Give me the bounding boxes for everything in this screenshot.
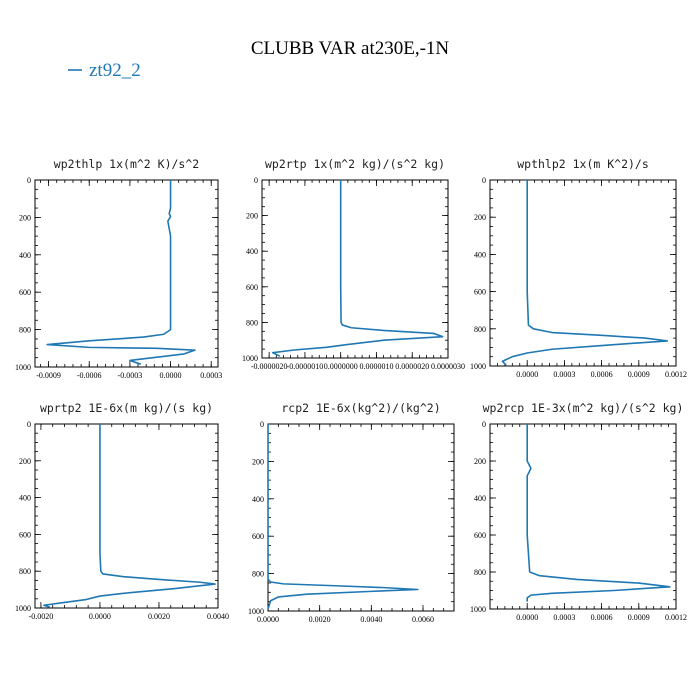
y-tick-label: 0 <box>254 176 258 185</box>
x-tick-label: 0.0012 <box>665 613 687 622</box>
x-tick-label: -0.0009 <box>36 371 61 380</box>
x-tick-label: 0.0000010 <box>359 362 393 371</box>
y-tick-label: 800 <box>474 325 486 334</box>
x-tick-label: 0.0000030 <box>431 362 465 371</box>
panel-2: wp2rtp 1x(m^2 kg)/(s^2 kg) 0 200 400 600 800 1… <box>242 157 465 371</box>
x-tick-label: 0.0060 <box>412 615 434 624</box>
panel-3: wpthlp2 1x(m K^2)/s 0 200 400 600 800 1000 0.00… <box>470 157 687 379</box>
series-line-1 <box>526 424 671 602</box>
y-tick-label: 200 <box>474 457 486 466</box>
y-tick-label: 600 <box>474 531 486 540</box>
series-line-1 <box>267 424 419 610</box>
legend: zt92_2 <box>68 60 141 81</box>
y-tick-label: 200 <box>19 213 31 222</box>
y-tick-label: 600 <box>474 288 486 297</box>
x-tick-label: 0.0040 <box>360 615 382 624</box>
y-tick-label: 200 <box>246 212 258 221</box>
y-tick-label: 200 <box>252 457 264 466</box>
x-tick-label: 0.0003 <box>553 370 575 379</box>
x-tick-label: 0.0020 <box>309 615 331 624</box>
y-tick-label: 0 <box>482 176 486 185</box>
x-tick-label: 0.0000 <box>89 612 111 621</box>
x-tick-label: 0.0006 <box>591 613 613 622</box>
panel-title: wp2rtp 1x(m^2 kg)/(s^2 kg) <box>265 157 445 171</box>
y-tick-label: 600 <box>246 283 258 292</box>
y-tick-label: 800 <box>252 570 264 579</box>
panel-title: wprtp2 1E-6x(m kg)/(s kg) <box>40 401 213 415</box>
plot-frame <box>267 423 455 612</box>
y-tick-label: 0 <box>482 420 486 429</box>
x-tick-label: -0.0000020 <box>251 362 288 371</box>
y-tick-label: 800 <box>246 318 258 327</box>
y-tick-label: 400 <box>474 494 486 503</box>
plot-frame <box>489 423 677 610</box>
panel-1: wp2thlp 1x(m^2 K)/s^2 0 200 400 600 800 1000 -0… <box>15 157 222 380</box>
y-tick-label: 400 <box>474 250 486 259</box>
x-tick-label: 0.0009 <box>628 613 650 622</box>
panels: wp2thlp 1x(m^2 K)/s^202004006008001000-0… <box>15 157 687 624</box>
y-tick-label: 0 <box>27 176 31 185</box>
panel-title: wp2rcp 1E-3x(m^2 kg)/(s^2 kg) <box>483 401 684 415</box>
x-tick-label: -0.0000010 <box>287 362 324 371</box>
panel-5: rcp2 1E-6x(kg^2)/(kg^2) 0 200 400 600 800 1000… <box>248 401 455 624</box>
y-tick-label: 1000 <box>15 363 31 372</box>
y-tick-label: 800 <box>19 567 31 576</box>
x-tick-label: 0.0000 <box>257 615 279 624</box>
x-tick-label: 0.0012 <box>665 370 687 379</box>
x-tick-label: 0.0003 <box>200 371 222 380</box>
x-tick-label: 0.0000 <box>160 371 182 380</box>
y-tick-label: 0 <box>27 420 31 429</box>
y-tick-label: 400 <box>19 251 31 260</box>
y-tick-label: 800 <box>19 326 31 335</box>
series-line-1 <box>46 180 196 365</box>
y-tick-label: 400 <box>246 247 258 256</box>
x-tick-label: 0.0000000 <box>324 362 358 371</box>
y-tick-label: 200 <box>19 457 31 466</box>
x-tick-label: 0.0020 <box>148 612 170 621</box>
x-tick-label: 0.0000020 <box>395 362 429 371</box>
y-tick-label: 800 <box>474 568 486 577</box>
series-line-1 <box>271 180 444 357</box>
y-tick-label: 0 <box>260 420 264 429</box>
panel-6: wp2rcp 1E-3x(m^2 kg)/(s^2 kg) 0 200 400 600 8… <box>470 401 687 622</box>
y-tick-label: 600 <box>19 530 31 539</box>
series-line-1 <box>43 424 216 608</box>
x-tick-label: 0.0000 <box>516 613 538 622</box>
y-tick-label: 400 <box>252 495 264 504</box>
x-tick-label: 0.0000 <box>516 370 538 379</box>
panel-title: wpthlp2 1x(m K^2)/s <box>517 157 649 171</box>
y-tick-label: 1000 <box>15 604 31 613</box>
y-tick-label: 600 <box>19 288 31 297</box>
y-tick-label: 600 <box>252 532 264 541</box>
panel-title: rcp2 1E-6x(kg^2)/(kg^2) <box>281 401 440 415</box>
y-tick-label: 400 <box>19 494 31 503</box>
plot-frame <box>34 423 219 609</box>
x-tick-label: 0.0006 <box>591 370 613 379</box>
x-tick-label: -0.0003 <box>118 371 143 380</box>
x-tick-label: 0.0040 <box>207 612 229 621</box>
x-tick-label: -0.0020 <box>29 612 54 621</box>
y-tick-label: 1000 <box>242 354 258 363</box>
panel-4: wprtp2 1E-6x(m kg)/(s kg) 0 200 400 600 800 10… <box>15 401 229 621</box>
y-tick-label: 1000 <box>470 362 486 371</box>
series-line-1 <box>501 180 669 366</box>
y-tick-label: 200 <box>474 213 486 222</box>
y-tick-label: 1000 <box>248 607 264 616</box>
x-tick-label: 0.0003 <box>553 613 575 622</box>
x-tick-label: 0.0009 <box>628 370 650 379</box>
legend-label: zt92_2 <box>89 60 141 81</box>
panel-title: wp2thlp 1x(m^2 K)/s^2 <box>54 157 199 171</box>
plot-frame <box>261 179 449 359</box>
y-tick-label: 1000 <box>470 605 486 614</box>
figure-title: CLUBB VAR at230E,-1N <box>251 38 450 59</box>
x-tick-label: -0.0006 <box>77 371 102 380</box>
